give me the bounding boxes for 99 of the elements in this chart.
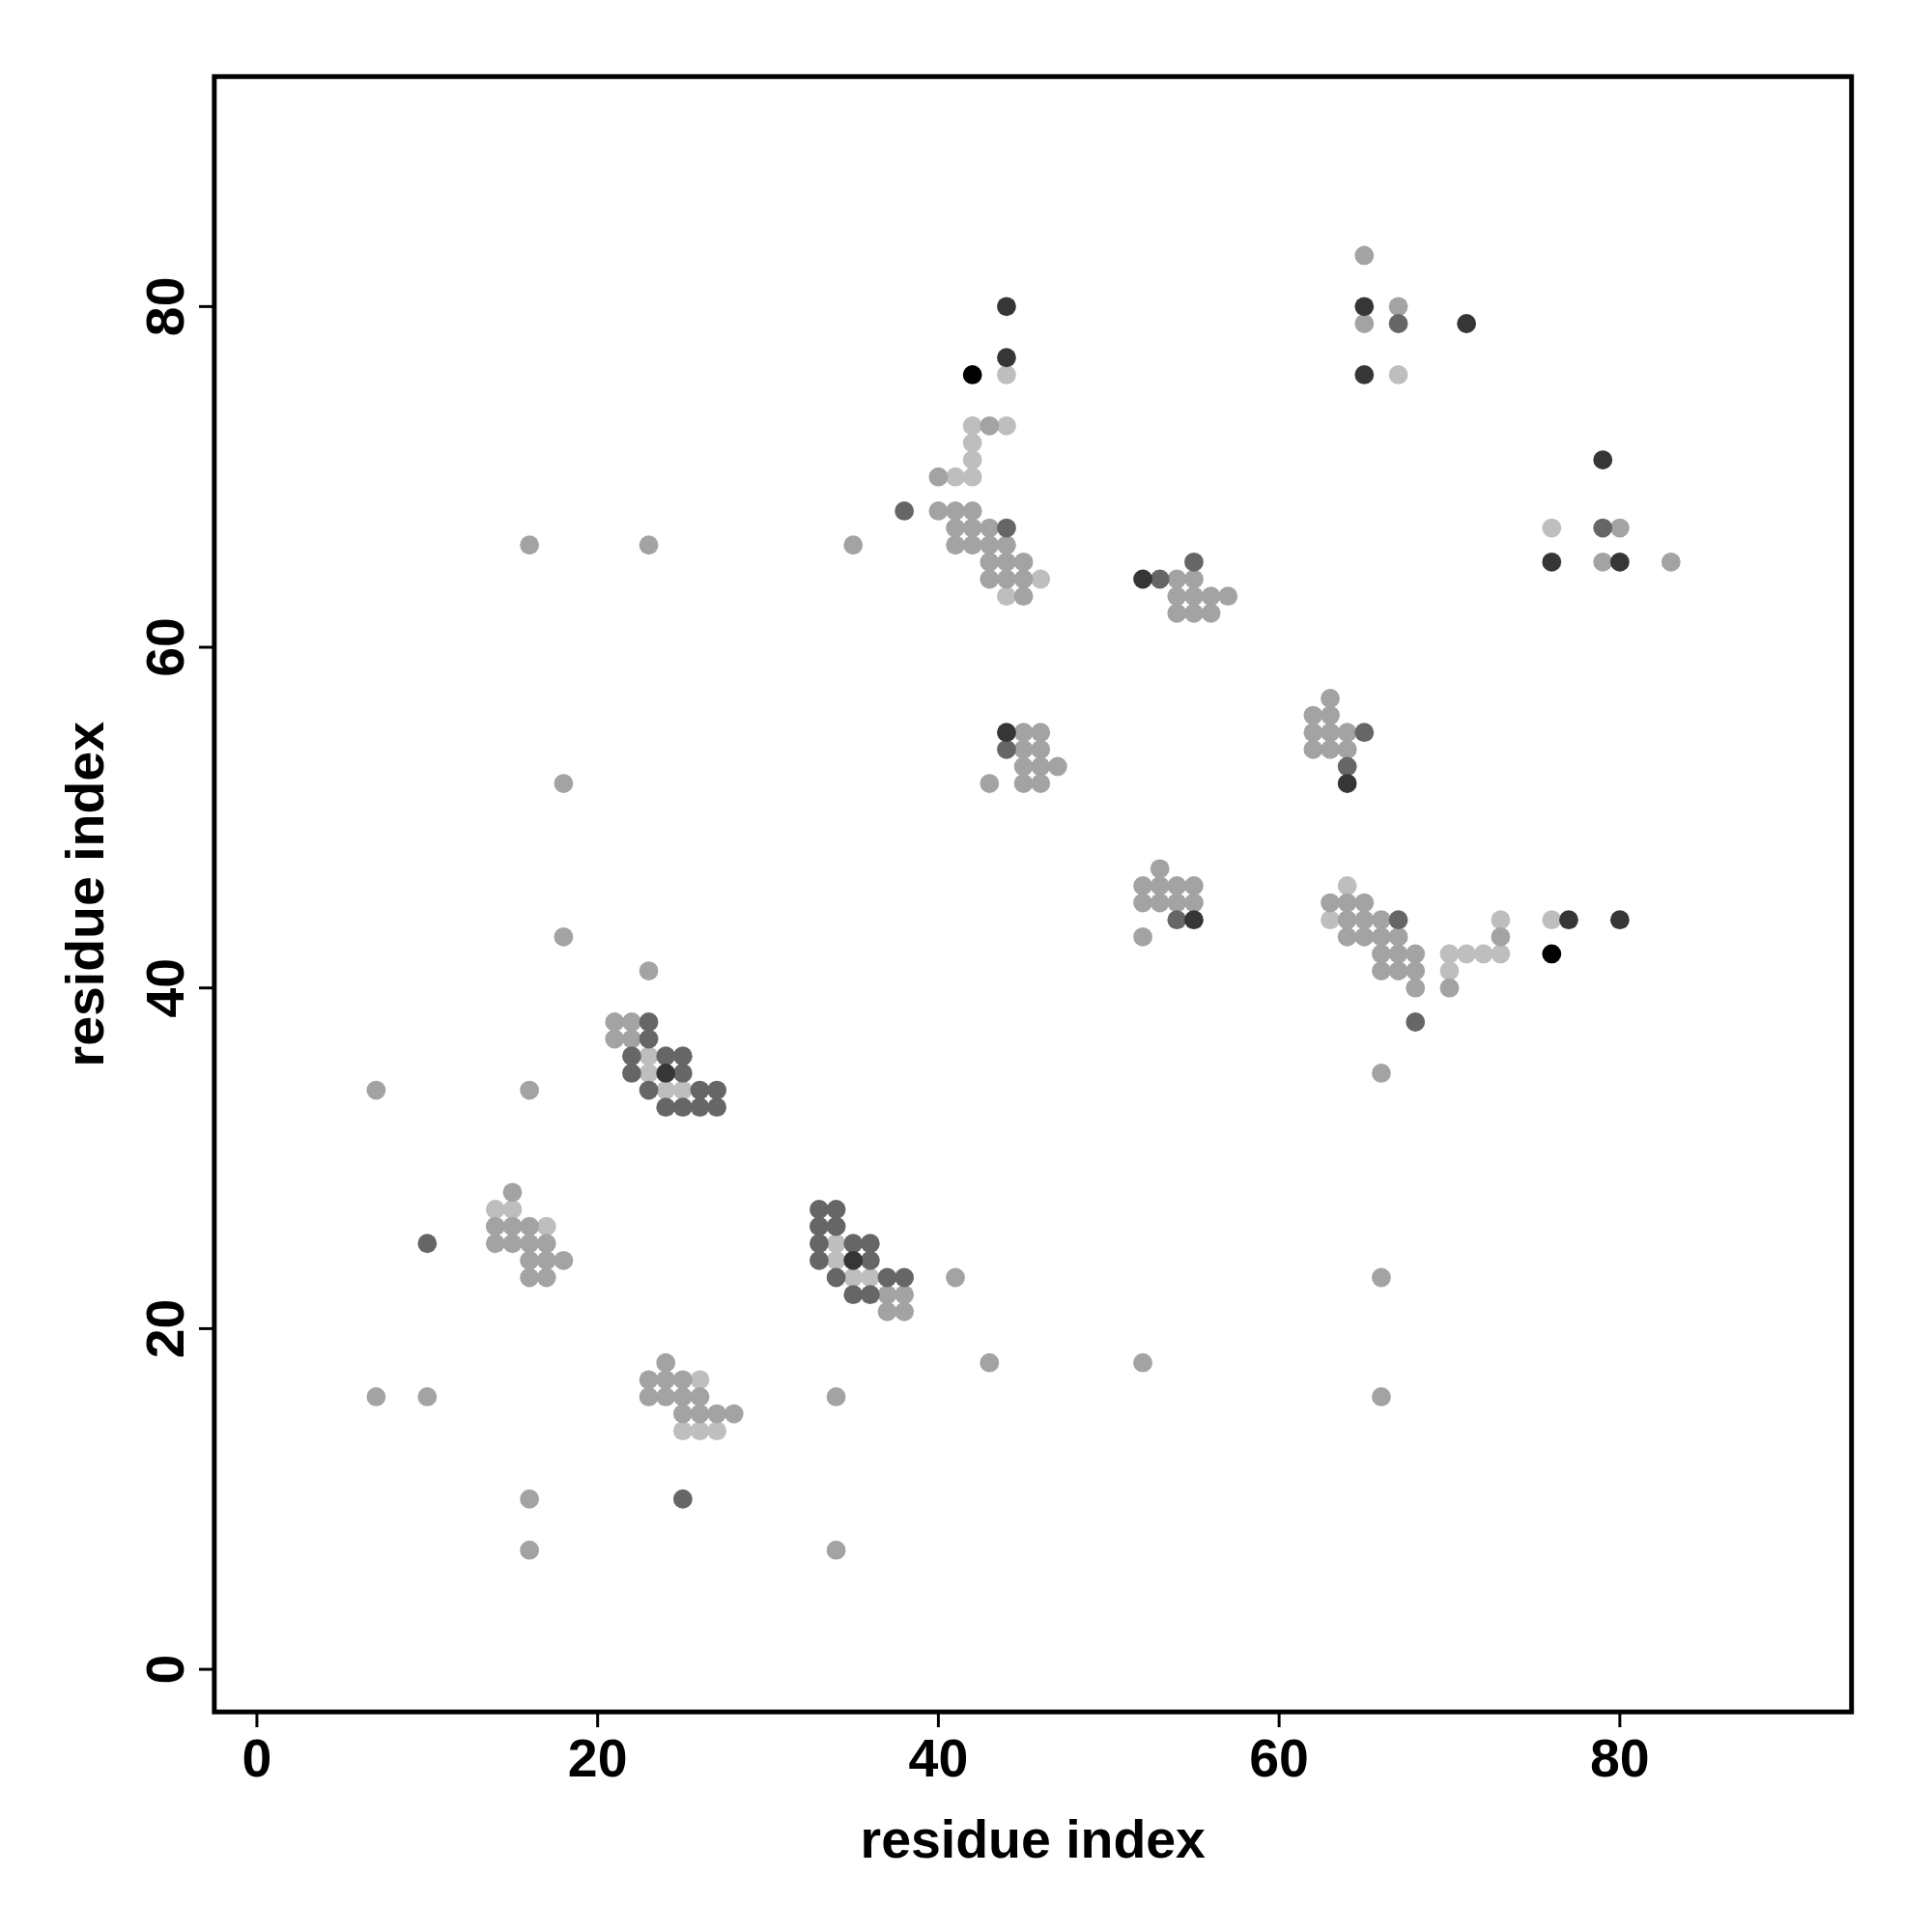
point bbox=[656, 1046, 676, 1066]
point bbox=[997, 723, 1016, 743]
point bbox=[1457, 944, 1477, 964]
point bbox=[895, 1267, 915, 1288]
point bbox=[997, 365, 1016, 384]
point bbox=[1337, 774, 1357, 793]
point bbox=[639, 1012, 659, 1032]
point bbox=[707, 1080, 727, 1100]
point bbox=[1031, 569, 1051, 589]
point bbox=[1542, 944, 1562, 964]
point bbox=[860, 1250, 880, 1270]
point bbox=[672, 1489, 693, 1509]
point bbox=[997, 739, 1016, 759]
point bbox=[997, 415, 1016, 436]
point bbox=[1167, 910, 1187, 930]
point bbox=[1542, 552, 1562, 572]
point bbox=[962, 467, 982, 487]
point bbox=[1593, 518, 1613, 538]
point bbox=[672, 1097, 693, 1118]
point bbox=[1150, 569, 1170, 589]
point bbox=[485, 1200, 505, 1219]
point bbox=[826, 1216, 846, 1236]
x-axis-title: residue index bbox=[860, 1808, 1207, 1869]
point bbox=[639, 1080, 659, 1100]
point bbox=[946, 467, 965, 487]
point bbox=[810, 1250, 829, 1270]
point bbox=[1337, 876, 1357, 895]
point bbox=[1439, 944, 1460, 964]
x-tick-label: 40 bbox=[908, 1728, 969, 1789]
point bbox=[962, 450, 982, 469]
point bbox=[1337, 756, 1357, 777]
point bbox=[707, 1421, 727, 1441]
y-tick-label: 60 bbox=[135, 617, 196, 677]
point bbox=[1593, 450, 1613, 469]
point bbox=[672, 1064, 693, 1083]
point bbox=[962, 365, 982, 384]
point bbox=[997, 518, 1016, 538]
point bbox=[1133, 569, 1152, 589]
point bbox=[1354, 297, 1375, 317]
point bbox=[536, 1216, 556, 1236]
point bbox=[1609, 552, 1630, 572]
point bbox=[1457, 314, 1477, 333]
x-tick-label: 60 bbox=[1249, 1728, 1309, 1789]
point bbox=[895, 501, 915, 521]
point bbox=[622, 1046, 641, 1066]
point bbox=[1354, 365, 1375, 384]
point bbox=[656, 1097, 676, 1118]
point bbox=[860, 1234, 880, 1254]
point bbox=[843, 1234, 864, 1254]
y-tick-label: 20 bbox=[135, 1298, 196, 1359]
point bbox=[690, 1080, 710, 1100]
point bbox=[690, 1421, 710, 1441]
y-tick-label: 40 bbox=[135, 957, 196, 1018]
point bbox=[1491, 910, 1511, 930]
point bbox=[997, 297, 1016, 317]
point bbox=[1184, 910, 1204, 930]
point bbox=[997, 586, 1016, 607]
y-axis-title: residue index bbox=[55, 721, 115, 1067]
point bbox=[1354, 723, 1375, 743]
point bbox=[810, 1234, 829, 1254]
point bbox=[1473, 944, 1493, 964]
point bbox=[962, 433, 982, 453]
point bbox=[860, 1285, 880, 1305]
point bbox=[690, 1097, 710, 1118]
y-tick-label: 80 bbox=[135, 276, 196, 337]
x-tick-label: 80 bbox=[1590, 1728, 1650, 1789]
point bbox=[1491, 944, 1511, 964]
point bbox=[690, 1370, 710, 1390]
x-tick-label: 20 bbox=[567, 1728, 628, 1789]
point bbox=[1542, 910, 1562, 930]
point bbox=[1406, 1012, 1426, 1032]
y-tick-label: 0 bbox=[135, 1654, 196, 1685]
point bbox=[997, 348, 1016, 368]
point bbox=[1388, 910, 1408, 930]
point bbox=[810, 1216, 829, 1236]
point bbox=[826, 1200, 846, 1219]
point bbox=[843, 1285, 864, 1305]
point bbox=[1542, 518, 1562, 538]
point bbox=[826, 1267, 846, 1288]
point bbox=[810, 1200, 829, 1219]
point bbox=[672, 1046, 693, 1066]
point bbox=[843, 1250, 864, 1270]
point bbox=[962, 415, 982, 436]
point bbox=[1559, 910, 1578, 930]
point bbox=[1321, 910, 1340, 930]
point bbox=[672, 1421, 693, 1441]
point bbox=[707, 1097, 727, 1118]
point bbox=[1184, 552, 1204, 572]
point bbox=[502, 1200, 523, 1219]
point bbox=[639, 1029, 659, 1049]
point bbox=[1439, 961, 1460, 980]
point bbox=[1388, 365, 1408, 384]
point bbox=[877, 1267, 897, 1288]
point bbox=[622, 1064, 641, 1083]
x-tick-label: 0 bbox=[242, 1728, 272, 1789]
point bbox=[656, 1064, 676, 1083]
point bbox=[1609, 910, 1630, 930]
point bbox=[417, 1234, 438, 1254]
point bbox=[1388, 314, 1408, 333]
